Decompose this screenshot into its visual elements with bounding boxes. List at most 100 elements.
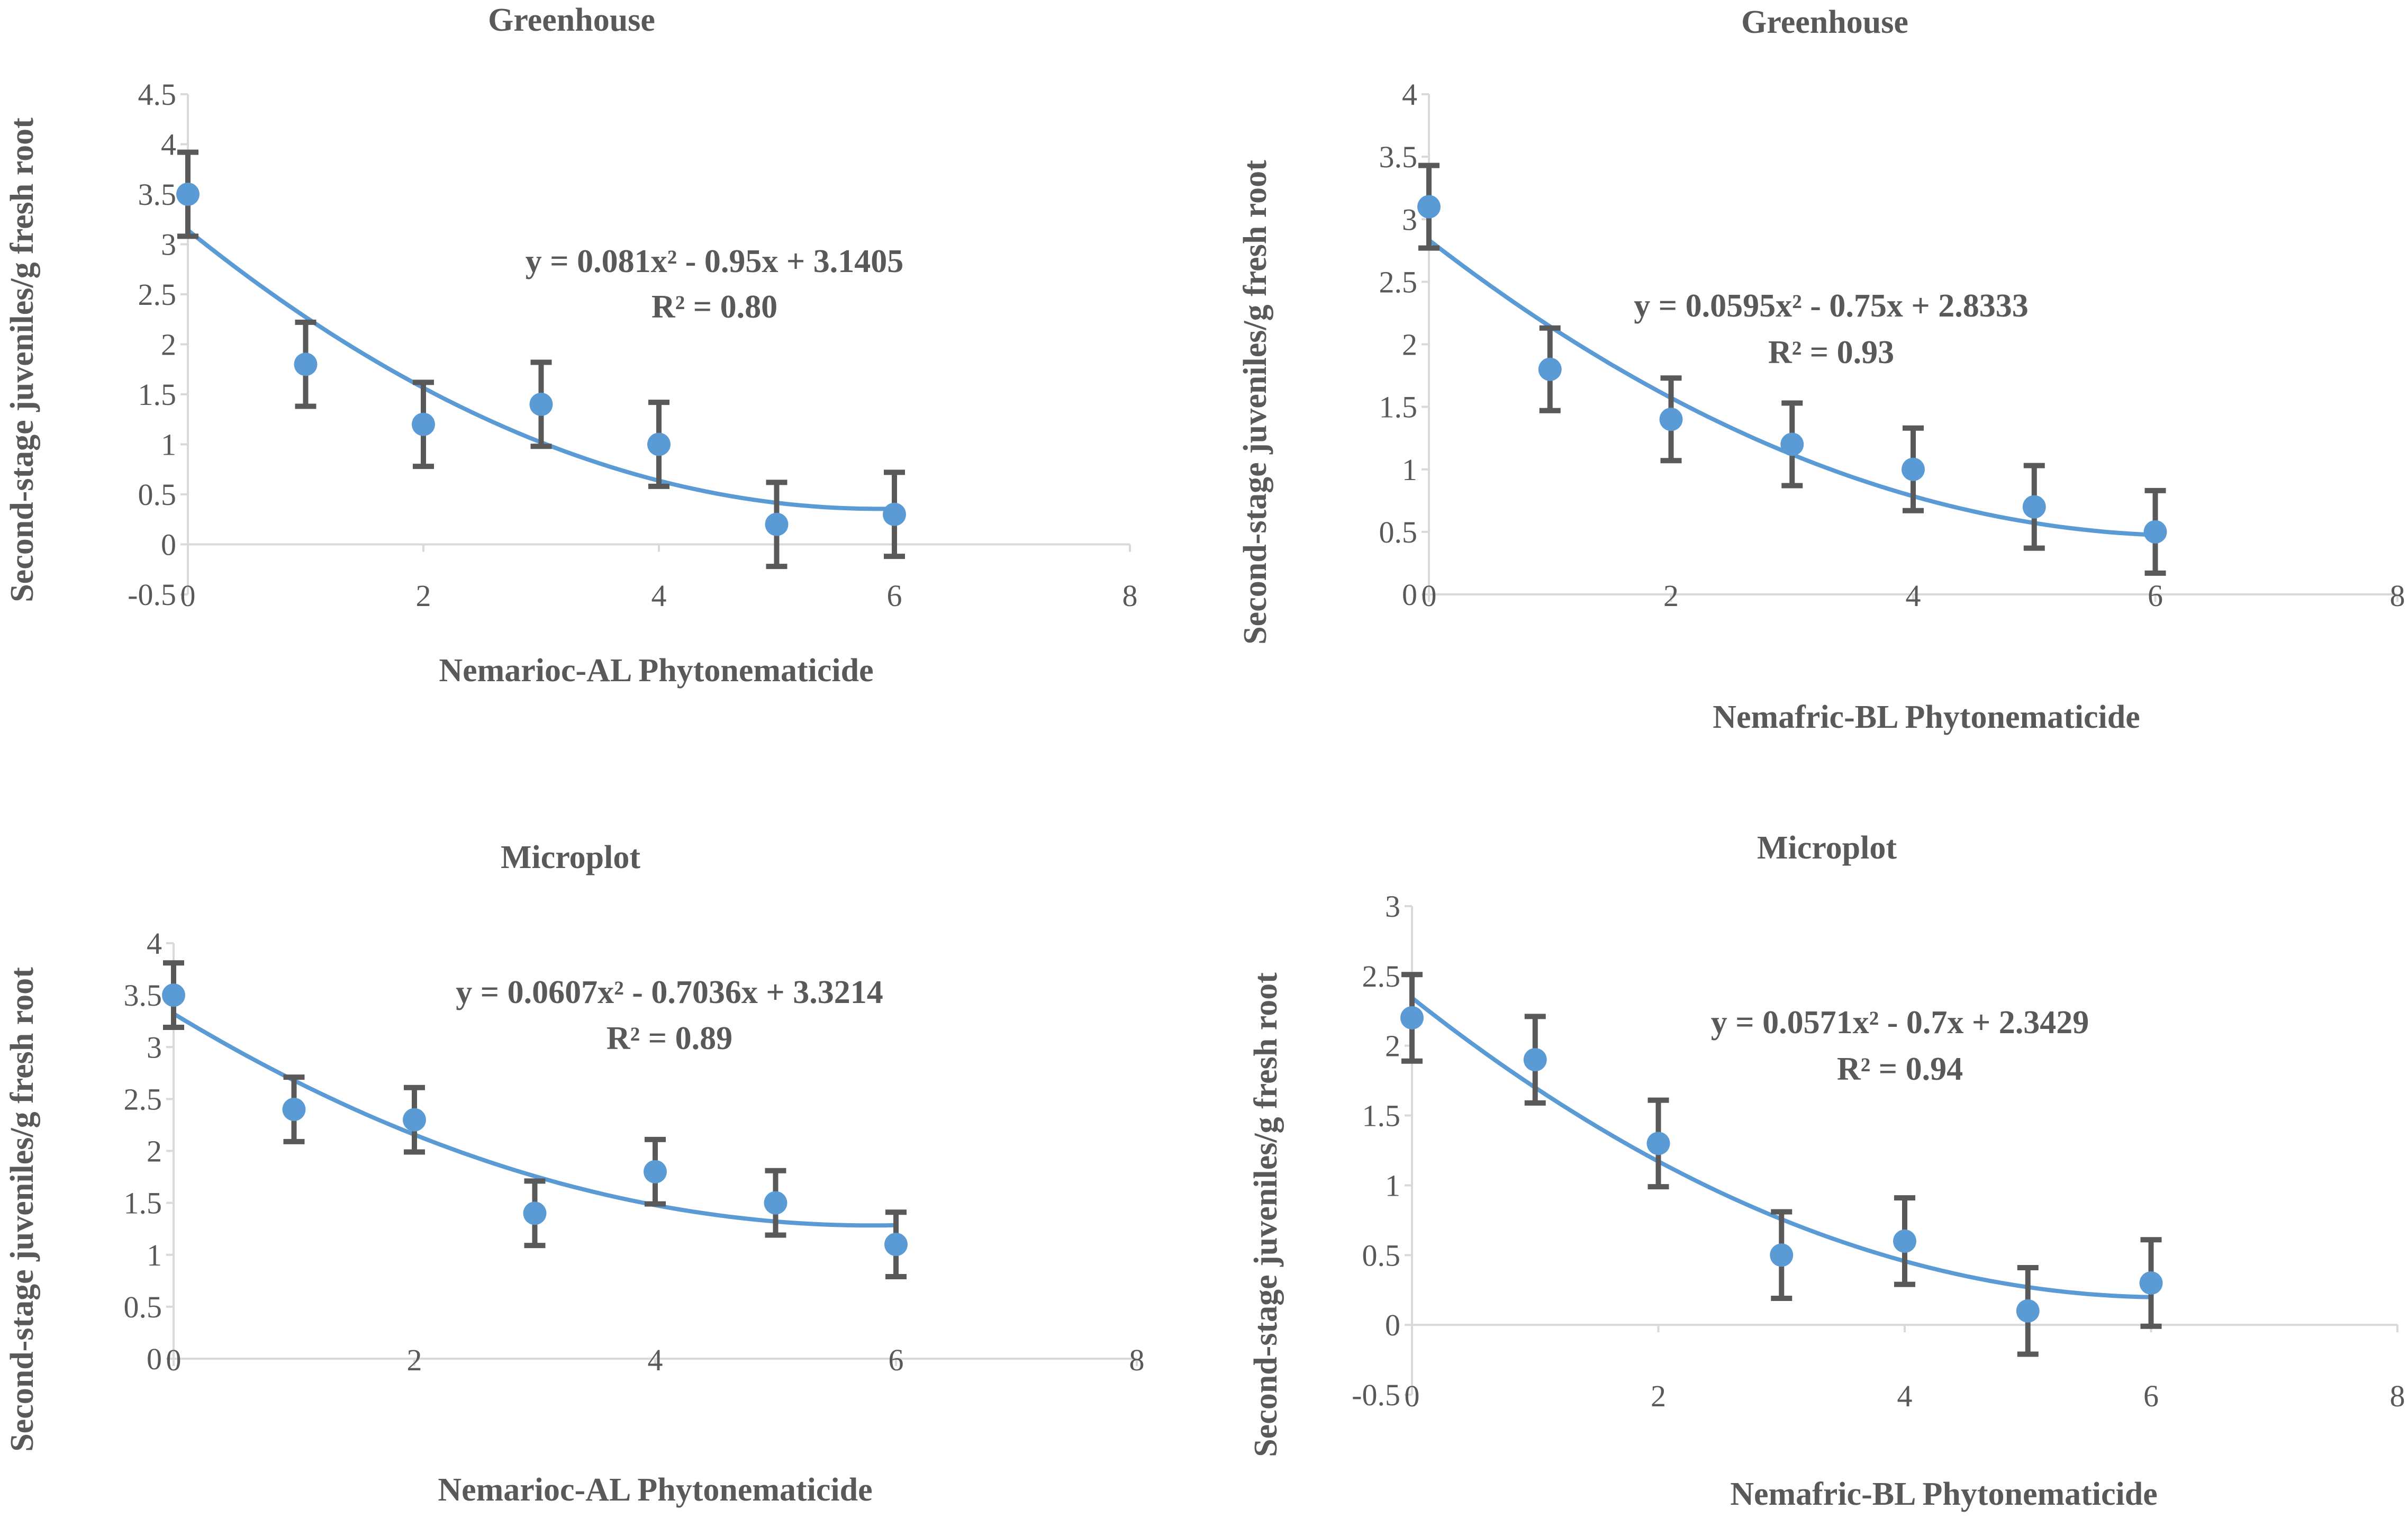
data-point bbox=[162, 983, 185, 1007]
y-tick-label: 2.5 bbox=[124, 1082, 162, 1116]
y-tick-label: 3 bbox=[147, 1030, 162, 1064]
x-axis-label: Nemafric-BL Phytonematicide bbox=[1730, 1476, 2158, 1512]
chart-title: Greenhouse bbox=[488, 2, 655, 38]
data-point bbox=[294, 353, 318, 376]
y-tick-label: 3 bbox=[1385, 889, 1400, 924]
data-point bbox=[1902, 457, 1925, 481]
chart-title: Greenhouse bbox=[1741, 4, 1908, 40]
data-point bbox=[1770, 1243, 1794, 1267]
x-tick-label: 6 bbox=[2148, 579, 2163, 613]
data-point bbox=[765, 512, 789, 536]
y-tick-label: 4.5 bbox=[138, 77, 177, 112]
x-tick-label: 2 bbox=[1663, 579, 1679, 613]
x-tick-label: 6 bbox=[2143, 1379, 2159, 1413]
data-point bbox=[1523, 1048, 1547, 1072]
data-point bbox=[764, 1191, 787, 1215]
y-tick-label: 3 bbox=[161, 228, 176, 262]
data-point bbox=[1538, 357, 1562, 381]
x-tick-label: 0 bbox=[166, 1343, 182, 1377]
y-axis-label: Second-stage juveniles/g fresh root bbox=[1237, 160, 1273, 645]
trendline-equation: y = 0.0607x² - 0.7036x + 3.3214 bbox=[456, 974, 883, 1010]
y-tick-label: 0 bbox=[147, 1342, 162, 1376]
data-point bbox=[644, 1160, 667, 1183]
data-point bbox=[1780, 432, 1804, 456]
trendline-equation: y = 0.0571x² - 0.7x + 2.3429 bbox=[1711, 1005, 2089, 1041]
trendline-equation: y = 0.081x² - 0.95x + 3.1405 bbox=[526, 243, 903, 279]
y-tick-label: -0.5 bbox=[128, 577, 176, 612]
y-tick-label: 3 bbox=[1402, 202, 1417, 237]
x-tick-label: 6 bbox=[887, 579, 902, 613]
chart-title: Microplot bbox=[1757, 830, 1897, 866]
y-tick-label: 1.5 bbox=[138, 377, 177, 412]
data-point bbox=[529, 392, 553, 416]
y-tick-label: 0.5 bbox=[124, 1290, 162, 1324]
data-point bbox=[1400, 1006, 1424, 1029]
chart-greenhouse-nemafric: Greenhouse Second-stage juveniles/g fres… bbox=[1237, 4, 2405, 735]
trendline-r-squared: R² = 0.89 bbox=[606, 1020, 732, 1056]
trendline bbox=[1427, 238, 2158, 537]
data-point bbox=[2143, 520, 2167, 544]
data-point bbox=[2022, 495, 2046, 519]
y-tick-label: 2 bbox=[161, 328, 176, 362]
x-tick-label: 2 bbox=[407, 1343, 422, 1377]
x-tick-label: 8 bbox=[2390, 1379, 2405, 1413]
data-point bbox=[412, 412, 435, 436]
y-tick-label: 2 bbox=[1402, 328, 1417, 362]
y-tick-label: 1 bbox=[1385, 1168, 1400, 1203]
trendline-r-squared: R² = 0.93 bbox=[1768, 335, 1894, 371]
x-tick-label: 8 bbox=[1122, 579, 1138, 613]
x-axis-label: Nemarioc-AL Phytonematicide bbox=[438, 1472, 872, 1508]
y-tick-label: 2.5 bbox=[1362, 959, 1401, 993]
y-tick-label: 4 bbox=[1402, 77, 1417, 112]
x-tick-label: 6 bbox=[889, 1343, 904, 1377]
x-tick-label: 0 bbox=[180, 579, 196, 613]
y-tick-label: 0 bbox=[161, 528, 176, 562]
y-tick-label: 0.5 bbox=[138, 477, 177, 512]
data-point bbox=[1646, 1132, 1670, 1155]
y-tick-label: 1.5 bbox=[124, 1186, 162, 1221]
y-tick-label: 1.5 bbox=[1379, 390, 1418, 424]
y-tick-label: 0 bbox=[1402, 577, 1417, 612]
y-tick-label: 0 bbox=[1385, 1308, 1400, 1342]
data-point bbox=[2139, 1271, 2163, 1295]
x-axis-label: Nemarioc-AL Phytonematicide bbox=[439, 653, 873, 689]
y-tick-label: 2 bbox=[1385, 1029, 1400, 1063]
y-tick-label: 2.5 bbox=[138, 277, 177, 312]
x-tick-label: 4 bbox=[651, 579, 667, 613]
x-tick-label: 8 bbox=[1129, 1343, 1145, 1377]
y-axis-label: Second-stage juveniles/g fresh root bbox=[4, 967, 40, 1452]
y-tick-label: 4 bbox=[147, 926, 162, 961]
data-point bbox=[176, 183, 200, 206]
y-tick-label: 4 bbox=[161, 128, 176, 162]
chart-greenhouse-nemarioc: Greenhouse Second-stage juveniles/g fres… bbox=[4, 2, 1138, 689]
y-tick-label: 3.5 bbox=[138, 177, 177, 212]
data-point bbox=[884, 1233, 908, 1257]
y-tick-label: 0.5 bbox=[1379, 515, 1418, 549]
y-tick-label: 1 bbox=[1402, 453, 1417, 487]
y-tick-label: 3.5 bbox=[1379, 140, 1418, 174]
y-tick-label: 0.5 bbox=[1362, 1238, 1401, 1272]
x-tick-label: 0 bbox=[1405, 1379, 1420, 1413]
x-tick-label: 2 bbox=[416, 579, 431, 613]
x-tick-label: 4 bbox=[648, 1343, 663, 1377]
x-axis-label: Nemafric-BL Phytonematicide bbox=[1713, 699, 2140, 735]
data-point bbox=[1893, 1229, 1916, 1253]
data-point bbox=[2016, 1299, 2040, 1323]
data-point bbox=[523, 1201, 547, 1225]
data-point bbox=[282, 1098, 306, 1121]
trendline-equation: y = 0.0595x² - 0.75x + 2.8333 bbox=[1634, 288, 2028, 324]
chart-microplot-nemafric: Microplot Second-stage juveniles/g fresh… bbox=[1248, 830, 2405, 1512]
x-tick-label: 2 bbox=[1651, 1379, 1666, 1413]
y-tick-label: 1.5 bbox=[1362, 1099, 1401, 1133]
y-axis-label: Second-stage juveniles/g fresh root bbox=[1248, 972, 1284, 1457]
data-point bbox=[883, 502, 906, 526]
y-tick-label: 3.5 bbox=[124, 978, 162, 1013]
trendline-r-squared: R² = 0.80 bbox=[651, 289, 777, 325]
y-tick-label: 1 bbox=[147, 1238, 162, 1272]
chart-microplot-nemarioc: Microplot Second-stage juveniles/g fresh… bbox=[4, 839, 1145, 1508]
y-tick-label: 2.5 bbox=[1379, 265, 1418, 299]
y-tick-label: 2 bbox=[147, 1134, 162, 1169]
data-point bbox=[1659, 408, 1683, 431]
x-tick-label: 4 bbox=[1906, 579, 1921, 613]
